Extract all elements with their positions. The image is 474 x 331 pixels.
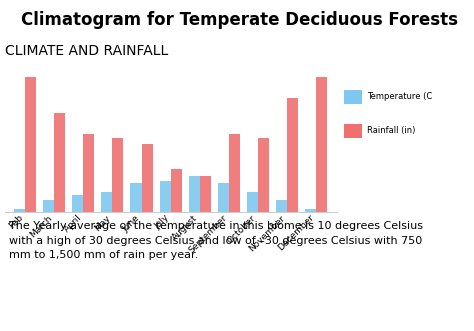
Bar <box>112 138 124 212</box>
Text: Climatogram for Temperate Deciduous Forests: Climatogram for Temperate Deciduous Fore… <box>21 11 458 29</box>
Bar <box>287 98 298 212</box>
Bar <box>316 77 327 212</box>
Bar <box>189 176 200 212</box>
Bar <box>344 124 362 138</box>
Bar <box>305 209 316 212</box>
Bar <box>200 176 211 212</box>
Bar <box>72 195 83 212</box>
Bar <box>344 90 362 104</box>
Text: Temperature (C: Temperature (C <box>367 92 432 102</box>
Text: Rainfall (in): Rainfall (in) <box>367 126 415 135</box>
Text: CLIMATE AND RAINFALL: CLIMATE AND RAINFALL <box>5 44 168 58</box>
Bar <box>229 134 240 212</box>
Bar <box>14 209 25 212</box>
Bar <box>83 134 94 212</box>
Bar <box>247 192 258 212</box>
Bar <box>218 183 229 212</box>
Bar <box>142 144 153 212</box>
Bar <box>101 192 112 212</box>
Bar <box>25 77 36 212</box>
Bar <box>43 201 54 212</box>
Bar <box>160 181 171 212</box>
Text: The Yearly average of the temperature in this biome is 10 degrees Celsius
with a: The Yearly average of the temperature in… <box>9 221 423 260</box>
Bar <box>258 138 269 212</box>
Bar <box>276 201 287 212</box>
Bar <box>130 183 142 212</box>
Bar <box>171 169 182 212</box>
Bar <box>54 113 65 212</box>
